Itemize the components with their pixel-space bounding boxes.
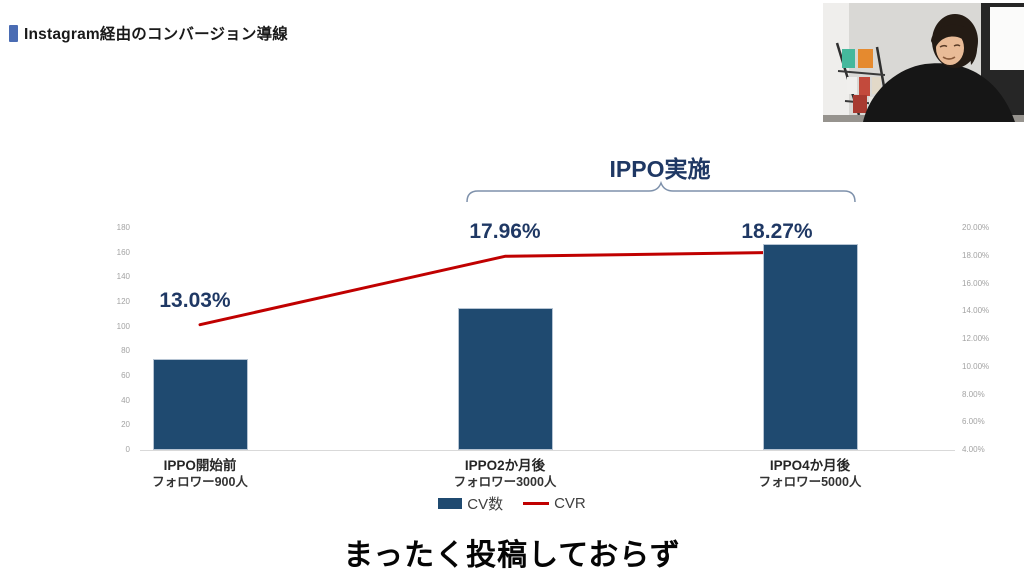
right-axis-tick: 8.00% [962,389,985,399]
left-axis-tick: 140 [116,272,130,282]
slide-title-text: Instagram経由のコンバージョン導線 [24,26,288,43]
cv-bar [457,308,553,450]
cv-bar [762,244,858,450]
category-name: IPPO4か月後 [769,458,851,473]
left-axis-tick: 20 [121,420,130,430]
x-axis-line [140,450,955,451]
cvr-data-label: 18.27% [741,220,813,243]
category-label: IPPO4か月後 フォロワー5000人 [675,457,945,490]
left-axis-tick: 180 [116,223,130,232]
presenter-person [863,14,1015,122]
legend-item-cvr: CVR [523,495,586,512]
cvr-data-label: 13.03% [159,288,231,312]
ippo-bracket [466,180,856,203]
legend-item-cv: CV数 [438,493,503,514]
left-axis-tick: 0 [125,445,130,454]
category-name: IPPO2か月後 [464,458,546,473]
legend-cvr-label: CVR [554,495,586,512]
eye-right [953,44,961,47]
webcam-scene [823,3,1024,122]
right-axis-tick: 6.00% [962,417,985,427]
cvr-data-label: 17.96% [469,220,541,244]
category-label: IPPO開始前 フォロワー900人 [65,457,335,490]
video-subtitle: まったく投稿しておらず [343,539,681,572]
category-label: IPPO2か月後 フォロワー3000人 [370,457,640,490]
eye-left [939,44,948,48]
right-axis-tick: 12.00% [962,334,990,343]
cvr-line-swatch-icon [523,502,550,505]
smile [942,56,956,60]
ippo-annotation-label: IPPO実施 [609,156,711,182]
right-axis-tick: 14.00% [962,306,990,316]
title-bullet-icon [9,24,18,42]
slide-title: Instagram経由のコンバージョン導線 [9,22,288,44]
category-name: IPPO開始前 [163,458,237,473]
right-axis-tick: 18.00% [962,250,990,260]
left-axis-tick: 100 [116,321,130,331]
category-sublabel: フォロワー3000人 [453,475,557,489]
category-sublabel: フォロワー5000人 [758,475,862,489]
left-axis-tick: 60 [121,371,130,380]
face [936,31,964,65]
right-axis-tick: 10.00% [962,361,990,371]
left-axis-tick: 40 [121,395,130,405]
legend-cv-label: CV数 [467,496,504,513]
category-sublabel: フォロワー900人 [152,475,248,489]
left-axis-tick: 160 [116,247,130,257]
right-axis-tick: 20.00% [962,223,990,232]
webcam-video [823,3,1024,122]
hair-fringe [931,24,978,65]
right-axis-tick: 4.00% [962,445,985,454]
cv-bar-swatch-icon [438,498,463,509]
left-axis-tick: 80 [121,346,130,356]
left-axis-tick: 120 [116,297,130,306]
chart-legend: CV数 CVR [0,493,1024,514]
right-axis-tick: 16.00% [962,278,990,288]
cv-bar [152,358,248,450]
